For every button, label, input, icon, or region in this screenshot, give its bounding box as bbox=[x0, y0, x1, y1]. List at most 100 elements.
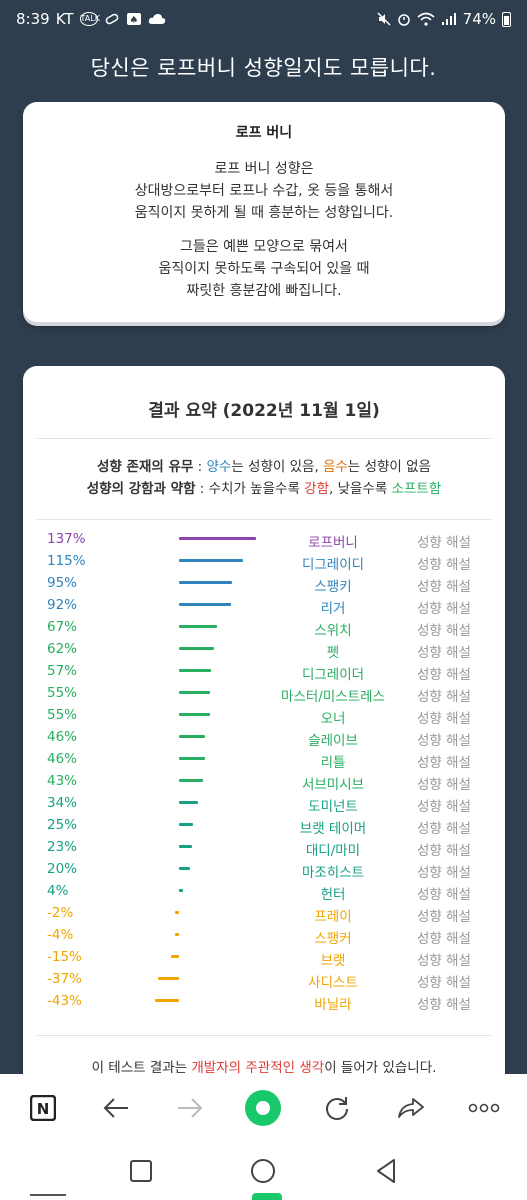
explain-link[interactable]: 성향 해설 bbox=[417, 953, 471, 969]
result-name-link[interactable]: 리틀 bbox=[320, 755, 346, 771]
result-bar bbox=[179, 647, 214, 650]
result-row: 95% 스팽키 성향 해설 bbox=[23, 572, 505, 595]
explain-link[interactable]: 성향 해설 bbox=[417, 931, 471, 947]
result-name-link[interactable]: 서브미시브 bbox=[301, 777, 365, 793]
result-bar bbox=[179, 801, 199, 804]
result-bar bbox=[175, 933, 179, 936]
result-name-link[interactable]: 오너 bbox=[320, 711, 346, 727]
explain-link[interactable]: 성향 해설 bbox=[417, 755, 471, 771]
legend-text: 는 성향이 없음 bbox=[347, 459, 431, 475]
status-carrier: KT bbox=[55, 10, 74, 28]
result-name-link[interactable]: 도미넌트 bbox=[308, 799, 358, 815]
result-bar bbox=[175, 911, 179, 914]
forward-button[interactable] bbox=[160, 1083, 220, 1133]
explain-link[interactable]: 성향 해설 bbox=[417, 997, 471, 1013]
result-percent: 34% bbox=[47, 795, 78, 811]
recents-button[interactable] bbox=[111, 1146, 171, 1196]
description-card: 로프 버니 로프 버니 성향은 상대방으로부터 로프나 수갑, 옷 등을 통해서… bbox=[23, 102, 505, 322]
explain-link[interactable]: 성향 해설 bbox=[417, 821, 471, 837]
result-bar bbox=[179, 581, 233, 584]
result-bar bbox=[179, 669, 211, 672]
explain-link[interactable]: 성향 해설 bbox=[417, 865, 471, 881]
recents-icon bbox=[130, 1160, 153, 1182]
result-name-link[interactable]: 브랫 테이머 bbox=[299, 821, 367, 837]
result-name-link[interactable]: 대디/마미 bbox=[305, 843, 361, 859]
result-name-link[interactable]: 마조히스트 bbox=[301, 865, 365, 881]
result-row: 67% 스위치 성향 해설 bbox=[23, 616, 505, 639]
result-bar bbox=[179, 537, 256, 540]
result-bar bbox=[179, 735, 205, 738]
more-dots-icon bbox=[468, 1103, 500, 1113]
explain-link[interactable]: 성향 해설 bbox=[417, 975, 471, 991]
explain-link[interactable]: 성향 해설 bbox=[417, 689, 471, 705]
description-line: 움직이지 못하게 될 때 흥분하는 성향입니다. bbox=[134, 205, 394, 221]
refresh-button[interactable] bbox=[307, 1083, 367, 1133]
result-row: 62% 펫 성향 해설 bbox=[23, 638, 505, 661]
explain-link[interactable]: 성향 해설 bbox=[417, 579, 471, 595]
result-name-link[interactable]: 사디스트 bbox=[308, 975, 358, 991]
system-back-button[interactable] bbox=[356, 1146, 416, 1196]
share-button[interactable] bbox=[381, 1083, 441, 1133]
disclaimer-text: 이 들어가 있습니다. bbox=[324, 1060, 437, 1076]
result-bar bbox=[179, 823, 193, 826]
result-row: 4% 헌터 성향 해설 bbox=[23, 880, 505, 903]
result-name-link[interactable]: 프레이 bbox=[314, 909, 352, 925]
green-dot-button[interactable] bbox=[233, 1083, 293, 1133]
result-percent: 20% bbox=[47, 861, 78, 877]
result-percent: 95% bbox=[47, 575, 78, 591]
result-name-link[interactable]: 바닐라 bbox=[314, 997, 352, 1013]
explain-link[interactable]: 성향 해설 bbox=[417, 557, 471, 573]
result-row: 25% 브랫 테이머 성향 해설 bbox=[23, 814, 505, 837]
result-name-link[interactable]: 헌터 bbox=[320, 887, 346, 903]
result-row: 23% 대디/마미 성향 해설 bbox=[23, 836, 505, 859]
more-button[interactable] bbox=[454, 1083, 514, 1133]
pill-icon bbox=[105, 13, 118, 25]
explain-link[interactable]: 성향 해설 bbox=[417, 799, 471, 815]
explain-link[interactable]: 성향 해설 bbox=[417, 733, 471, 749]
legend: 성향 존재의 유무 : 양수는 성향이 있음, 음수는 성향이 없음 성향의 강… bbox=[23, 456, 505, 500]
explain-link[interactable]: 성향 해설 bbox=[417, 887, 471, 903]
result-percent: 67% bbox=[47, 619, 78, 635]
legend-positive: 양수 bbox=[206, 459, 232, 475]
result-name-link[interactable]: 슬레이브 bbox=[308, 733, 358, 749]
explain-link[interactable]: 성향 해설 bbox=[417, 535, 471, 551]
result-row: -15% 브랫 성향 해설 bbox=[23, 946, 505, 969]
result-name-link[interactable]: 마스터/미스트레스 bbox=[281, 689, 385, 705]
description-line: 상대방으로부터 로프나 수갑, 옷 등을 통해서 bbox=[134, 183, 394, 199]
result-row: -37% 사디스트 성향 해설 bbox=[23, 968, 505, 991]
result-row: -4% 스팽커 성향 해설 bbox=[23, 924, 505, 947]
result-row: 137% 로프버니 성향 해설 bbox=[23, 528, 505, 551]
result-name-link[interactable]: 펫 bbox=[326, 645, 340, 661]
naver-home-button[interactable]: N bbox=[13, 1083, 73, 1133]
back-button[interactable] bbox=[86, 1083, 146, 1133]
result-name-link[interactable]: 스팽커 bbox=[314, 931, 352, 947]
result-name-link[interactable]: 로프버니 bbox=[308, 535, 358, 551]
result-percent: 23% bbox=[47, 839, 78, 855]
explain-link[interactable]: 성향 해설 bbox=[417, 909, 471, 925]
explain-link[interactable]: 성향 해설 bbox=[417, 601, 471, 617]
result-bar bbox=[179, 757, 205, 760]
explain-link[interactable]: 성향 해설 bbox=[417, 711, 471, 727]
explain-link[interactable]: 성향 해설 bbox=[417, 777, 471, 793]
legend-soft: 소프트함 bbox=[391, 481, 442, 497]
legend-text: : 수치가 높을수록 bbox=[195, 481, 305, 497]
home-button[interactable] bbox=[233, 1146, 293, 1196]
result-name-link[interactable]: 브랫 bbox=[320, 953, 346, 969]
divider bbox=[37, 1035, 491, 1036]
result-list: 137% 로프버니 성향 해설 115% 디그레이디 성향 해설 95% 스팽키 성향 해설 92… bbox=[23, 528, 505, 1013]
result-name-link[interactable]: 스위치 bbox=[314, 623, 352, 639]
explain-link[interactable]: 성향 해설 bbox=[417, 623, 471, 639]
result-percent: 4% bbox=[47, 883, 69, 899]
result-name-link[interactable]: 디그레이디 bbox=[301, 557, 365, 573]
result-percent: 46% bbox=[47, 729, 78, 745]
result-name-link[interactable]: 디그레이더 bbox=[301, 667, 365, 683]
explain-link[interactable]: 성향 해설 bbox=[417, 843, 471, 859]
divider bbox=[37, 438, 491, 439]
result-bar bbox=[179, 779, 204, 782]
explain-link[interactable]: 성향 해설 bbox=[417, 645, 471, 661]
share-icon bbox=[397, 1098, 424, 1118]
result-name-link[interactable]: 리거 bbox=[320, 601, 346, 617]
explain-link[interactable]: 성향 해설 bbox=[417, 667, 471, 683]
result-row: 92% 리거 성향 해설 bbox=[23, 594, 505, 617]
result-name-link[interactable]: 스팽키 bbox=[314, 579, 352, 595]
